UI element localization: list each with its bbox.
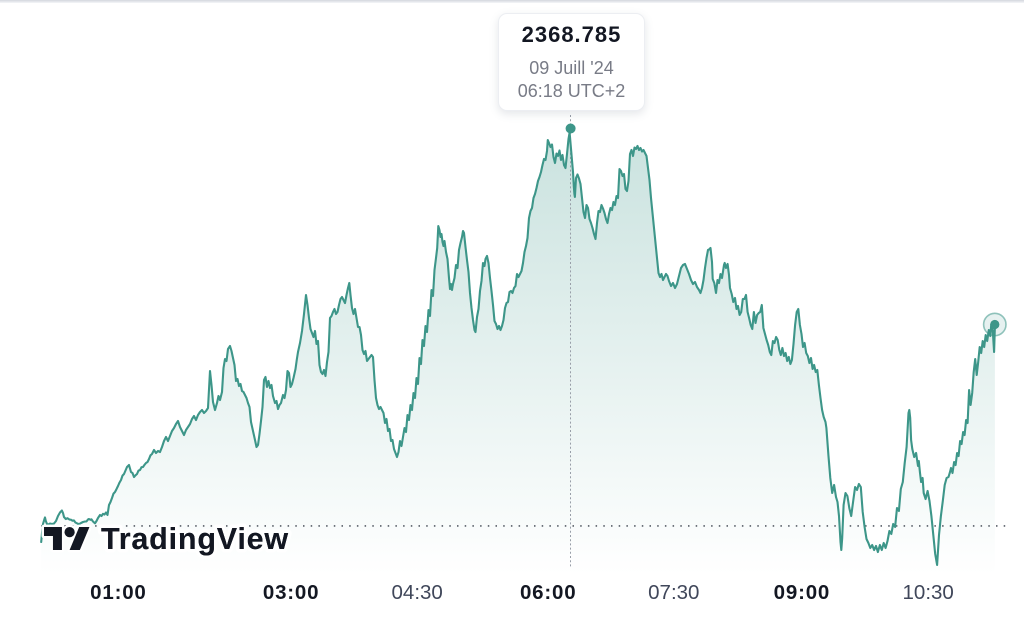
svg-text:TradingView: TradingView	[101, 522, 289, 556]
svg-text:TradingView: TradingView	[101, 522, 289, 556]
